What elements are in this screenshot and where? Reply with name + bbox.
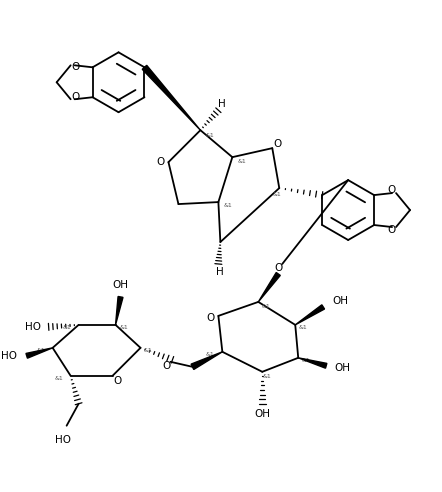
Text: &1: &1 [302, 358, 311, 363]
Text: O: O [273, 139, 282, 149]
Polygon shape [295, 305, 324, 325]
Polygon shape [26, 348, 53, 358]
Text: OH: OH [254, 409, 271, 419]
Polygon shape [142, 65, 200, 130]
Polygon shape [191, 352, 222, 369]
Text: &1: &1 [206, 133, 215, 138]
Text: &1: &1 [262, 305, 271, 309]
Text: &1: &1 [224, 203, 233, 208]
Text: &1: &1 [62, 325, 71, 330]
Text: OH: OH [332, 296, 348, 306]
Polygon shape [258, 273, 280, 302]
Text: &1: &1 [36, 348, 45, 353]
Text: &1: &1 [299, 325, 308, 330]
Text: OH: OH [113, 280, 129, 290]
Text: &1: &1 [263, 374, 272, 379]
Polygon shape [115, 297, 123, 325]
Text: HO: HO [55, 434, 71, 445]
Text: &1: &1 [238, 158, 247, 164]
Polygon shape [298, 358, 327, 368]
Text: &1: &1 [273, 191, 282, 197]
Text: O: O [387, 225, 395, 235]
Text: O: O [114, 376, 122, 386]
Text: O: O [156, 157, 164, 167]
Text: O: O [387, 185, 395, 195]
Text: O: O [274, 263, 282, 273]
Text: O: O [162, 361, 171, 371]
Text: H: H [217, 267, 224, 277]
Text: O: O [206, 313, 214, 323]
Text: HO: HO [25, 322, 41, 332]
Text: &1: &1 [119, 325, 128, 330]
Text: O: O [72, 62, 80, 72]
Text: &1: &1 [144, 348, 153, 353]
Text: &1: &1 [206, 352, 215, 357]
Text: OH: OH [334, 363, 350, 373]
Text: O: O [72, 92, 80, 102]
Text: HO: HO [1, 351, 17, 361]
Text: H: H [218, 99, 226, 109]
Text: &1: &1 [54, 376, 63, 381]
